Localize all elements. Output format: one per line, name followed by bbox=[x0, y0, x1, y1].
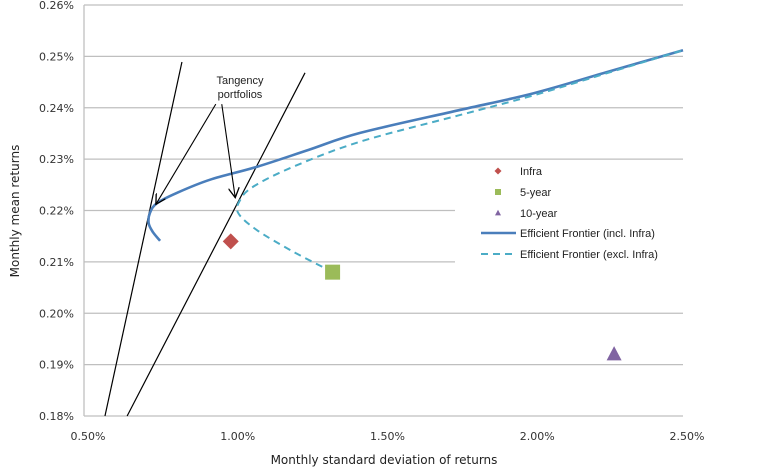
x-tick-label: 1.00% bbox=[220, 430, 255, 443]
annotation: Tangency portfolios bbox=[156, 75, 264, 204]
annotation-arrow bbox=[156, 103, 217, 204]
legend-label-5-year: 5-year bbox=[520, 187, 552, 199]
tangent-line bbox=[104, 61, 183, 417]
data-points bbox=[222, 233, 622, 361]
frontier-excl-infra-line bbox=[235, 49, 684, 274]
y-axis-ticks: 0.18% 0.19% 0.20% 0.21% 0.22% 0.23% 0.24% 0.25%… bbox=[39, 0, 74, 423]
y-axis-title: Monthly mean returns bbox=[8, 145, 22, 278]
legend-label-infra: Infra bbox=[520, 166, 543, 178]
point-5-year bbox=[325, 264, 341, 280]
y-tick-label: 0.26% bbox=[39, 0, 74, 12]
y-tick-label: 0.25% bbox=[39, 50, 74, 63]
x-tick-label: 2.00% bbox=[520, 430, 555, 443]
legend-marker-5-year bbox=[495, 189, 501, 195]
annotation-line-1: Tangency bbox=[216, 75, 264, 87]
frontier-incl-infra-line bbox=[147, 48, 684, 242]
y-tick-label: 0.18% bbox=[39, 410, 74, 423]
series-lines bbox=[104, 48, 684, 417]
legend-marker-10-year bbox=[495, 209, 501, 216]
y-tick-label: 0.23% bbox=[39, 153, 74, 166]
gridlines bbox=[83, 4, 683, 417]
y-tick-label: 0.21% bbox=[39, 256, 74, 269]
x-tick-label: 1.50% bbox=[370, 430, 405, 443]
point-infra bbox=[222, 233, 239, 250]
x-axis-ticks: 0.50% 1.00% 1.50% 2.00% 2.50% bbox=[71, 430, 705, 443]
legend-label-10-year: 10-year bbox=[520, 208, 558, 220]
y-tick-label: 0.19% bbox=[39, 359, 74, 372]
legend-label-frontier-incl: Efficient Frontier (incl. Infra) bbox=[520, 228, 655, 240]
annotation-line-2: portfolios bbox=[218, 89, 263, 101]
legend-label-frontier-excl: Efficient Frontier (excl. Infra) bbox=[520, 249, 658, 261]
x-axis-title: Monthly standard deviation of returns bbox=[271, 453, 498, 467]
y-tick-label: 0.20% bbox=[39, 307, 74, 320]
point-10-year bbox=[606, 346, 622, 361]
tangent-line bbox=[126, 72, 306, 417]
legend-marker-infra bbox=[494, 167, 502, 175]
x-tick-label: 0.50% bbox=[71, 430, 106, 443]
legend: Infra 5-year 10-year Efficient Frontier … bbox=[455, 163, 683, 305]
x-tick-label: 2.50% bbox=[670, 430, 705, 443]
annotation-arrow bbox=[221, 104, 235, 198]
y-tick-label: 0.22% bbox=[39, 205, 74, 218]
y-tick-label: 0.24% bbox=[39, 102, 74, 115]
